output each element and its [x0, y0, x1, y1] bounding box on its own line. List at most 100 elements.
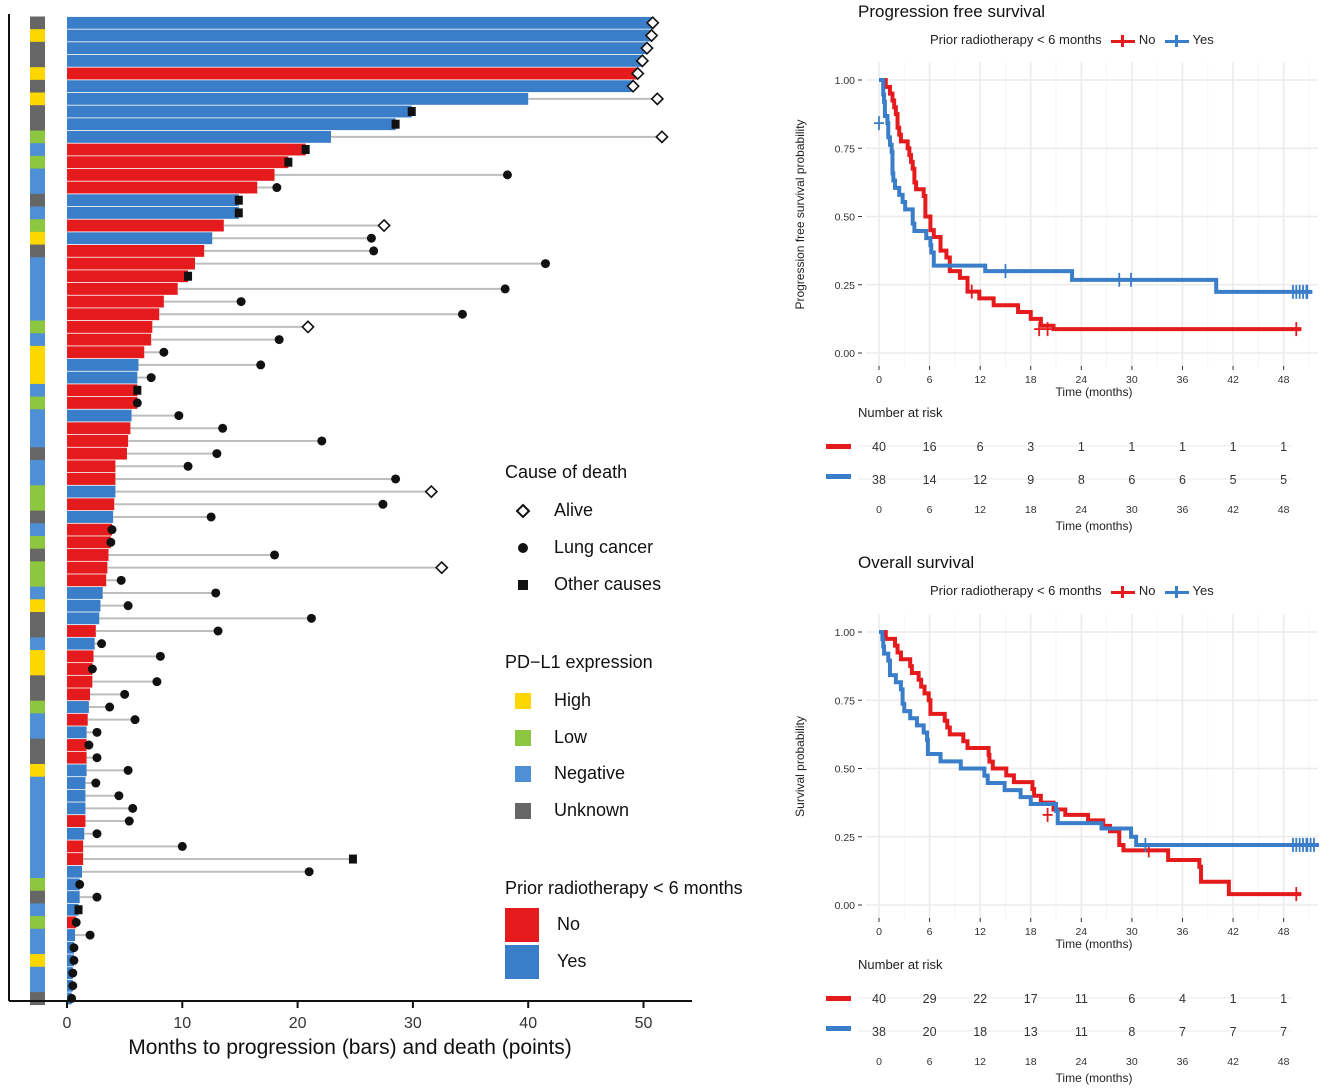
other-cause-marker — [74, 905, 83, 915]
lung-cancer-marker — [84, 740, 94, 750]
progression-bar — [67, 358, 139, 371]
x-axis-title: Months to progression (bars) and death (… — [128, 1036, 572, 1059]
lung-cancer-marker — [120, 689, 130, 699]
lung-cancer-marker — [87, 664, 97, 674]
pdl1-strip — [30, 16, 45, 1006]
pdl1-cell — [30, 916, 45, 930]
pdl1-cell — [30, 675, 45, 689]
square-icon — [518, 580, 528, 591]
lung-cancer-marker — [317, 436, 327, 446]
x-tick-label: 50 — [635, 1015, 653, 1032]
pdl1-cell — [30, 713, 45, 727]
legend-prior-yes: Yes — [505, 945, 586, 979]
lung-cancer-marker — [92, 753, 102, 763]
risk-count-yes: 6 — [1179, 473, 1186, 487]
pdl1-cell — [30, 358, 45, 372]
risk-count-yes: 38 — [872, 1025, 886, 1039]
x-tick-label: 30 — [404, 1015, 422, 1032]
risk-row-no-key — [826, 996, 851, 1001]
pdl1-cell — [30, 105, 45, 119]
km-curve-yes — [879, 78, 1313, 294]
progression-bar — [67, 612, 100, 625]
swimmer-followup-lines — [75, 97, 662, 937]
km-curve-no — [879, 630, 1302, 897]
risk-x-axis-title: Time (months) — [1056, 1071, 1133, 1085]
risk-time-label: 12 — [974, 504, 986, 516]
x-tick-label: 30 — [1126, 926, 1138, 938]
x-tick-label: 36 — [1177, 374, 1189, 386]
x-axis-ticks: 0 10 20 30 40 50 — [63, 1001, 653, 1032]
progression-bar — [67, 561, 108, 574]
y-tick-label: 0.00 — [835, 900, 856, 912]
pdl1-legend-title: PD−L1 expression — [505, 652, 653, 672]
lung-cancer-marker — [71, 917, 81, 927]
risk-count-yes: 8 — [1078, 473, 1085, 487]
lung-cancer-marker — [457, 309, 467, 319]
pdl1-cell — [30, 650, 45, 663]
progression-bar — [67, 625, 96, 637]
risk-count-no: 1 — [1230, 440, 1237, 454]
risk-time-label: 42 — [1227, 504, 1239, 516]
x-tick-label: 36 — [1177, 926, 1189, 938]
progression-bar — [67, 599, 101, 612]
pdl1-cell — [30, 257, 45, 271]
pdl1-cell — [30, 586, 45, 600]
pdl1-cell — [30, 54, 45, 68]
pdl1-cell — [30, 320, 45, 334]
x-tick-label: 24 — [1075, 374, 1087, 386]
other-cause-marker — [391, 119, 400, 129]
progression-bar — [67, 853, 84, 865]
km-curve-no — [879, 78, 1302, 332]
pdl1-cell — [30, 738, 45, 752]
x-tick-label: 12 — [974, 926, 986, 938]
risk-time-label: 48 — [1278, 504, 1290, 516]
risk-count-yes: 12 — [973, 473, 987, 487]
lung-cancer-marker — [218, 423, 228, 433]
pdl1-cell — [30, 624, 45, 638]
lung-cancer-marker — [106, 537, 116, 547]
pdl1-cell — [30, 295, 45, 309]
x-tick-label: 42 — [1227, 926, 1239, 938]
lung-cancer-marker — [211, 588, 221, 598]
x-axis-title: Time (months) — [1056, 937, 1133, 951]
lung-cancer-marker — [130, 715, 140, 725]
alive-marker — [645, 16, 660, 30]
pfs-plot: 0.000.250.500.751.000 6 12 18 24 30 36 42 48Time… — [793, 62, 1318, 533]
lung-cancer-marker — [391, 474, 401, 484]
pdl1-cell — [30, 193, 45, 207]
risk-time-label: 18 — [1025, 504, 1037, 516]
risk-count-yes: 11 — [1075, 1025, 1088, 1039]
pdl1-cell — [30, 155, 45, 169]
x-tick-label: 10 — [173, 1015, 191, 1032]
progression-bar — [67, 409, 132, 422]
y-tick-label: 1.00 — [835, 75, 856, 87]
lung-cancer-marker — [183, 461, 193, 471]
alive-marker — [377, 218, 391, 233]
progression-bar — [67, 916, 77, 929]
risk-count-no: 6 — [977, 440, 984, 454]
risk-time-label: 0 — [876, 1056, 882, 1068]
progression-bar — [67, 675, 93, 688]
risk-time-label: 24 — [1075, 1056, 1087, 1068]
other-cause-marker — [184, 271, 193, 281]
progression-bar — [67, 536, 111, 549]
progression-bar — [67, 194, 239, 207]
legend-lung-cancer: Lung cancer — [515, 537, 653, 558]
pdl1-cell — [30, 459, 45, 473]
x-tick-label: 48 — [1278, 926, 1290, 938]
lung-cancer-marker — [128, 803, 138, 813]
risk-time-label: 6 — [927, 1056, 933, 1068]
lung-cancer-marker — [132, 398, 142, 408]
risk-count-no: 1 — [1078, 440, 1085, 454]
other-cause-marker — [407, 107, 416, 117]
lung-cancer-marker — [270, 550, 280, 560]
lung-cancer-marker — [92, 829, 102, 839]
pdl1-cell — [30, 827, 45, 841]
pdl1-cell — [30, 573, 45, 587]
lung-cancer-marker — [159, 347, 169, 357]
pdl1-cell — [30, 776, 45, 790]
progression-bar — [67, 143, 306, 156]
lung-cancer-marker — [177, 841, 187, 851]
risk-time-label: 12 — [974, 1056, 986, 1068]
progression-bar — [67, 764, 87, 777]
